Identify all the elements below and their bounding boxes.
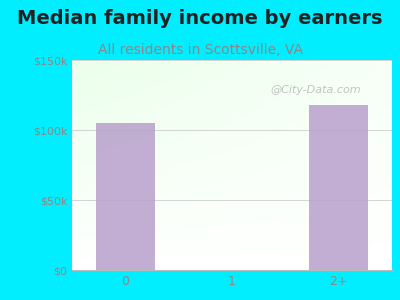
Bar bbox=[309, 105, 368, 270]
Text: Median family income by earners: Median family income by earners bbox=[17, 9, 383, 28]
Text: All residents in Scottsville, VA: All residents in Scottsville, VA bbox=[98, 44, 302, 58]
Text: @City-Data.com: @City-Data.com bbox=[270, 85, 361, 95]
Bar bbox=[96, 123, 155, 270]
